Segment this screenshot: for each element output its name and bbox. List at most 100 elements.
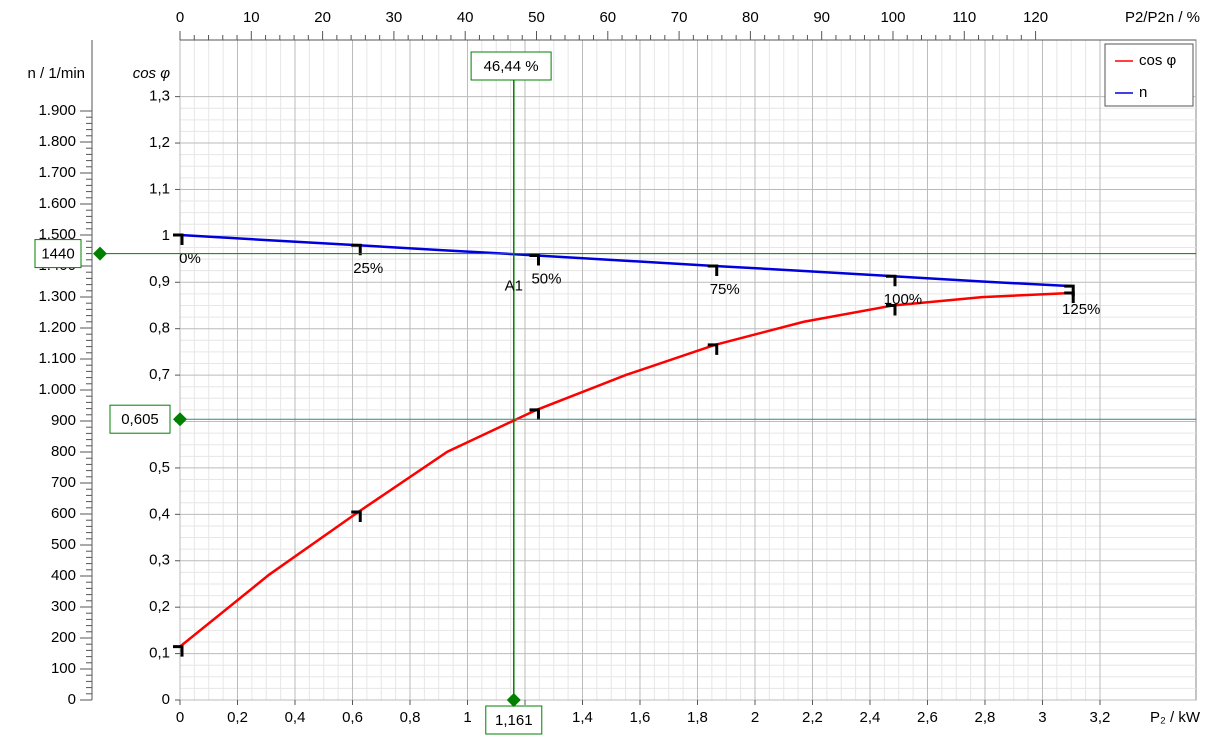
x-tick-label: 2,4 (860, 709, 881, 726)
x2-tick-label: 30 (386, 9, 403, 26)
y2-tick-label: 300 (51, 598, 76, 615)
x2-tick-label: 40 (457, 9, 474, 26)
y2-tick-label: 1.000 (38, 381, 76, 398)
x-tick-label: 0 (176, 709, 184, 726)
y2-tick-label: 600 (51, 505, 76, 522)
x2-tick-label: 0 (176, 9, 184, 26)
x-label: 1,161 (495, 712, 533, 729)
x-tick-label: 0,4 (285, 709, 306, 726)
y2-axis-title: n / 1/min (27, 65, 85, 82)
x-tick-label: 0,6 (342, 709, 363, 726)
y2-tick-label: 800 (51, 443, 76, 460)
series-line (179, 233, 1072, 288)
load-marker (707, 343, 719, 355)
load-marker (173, 645, 184, 657)
y2-tick-label: 1.600 (38, 195, 76, 212)
load-label: 25% (353, 260, 383, 277)
cos-label: 0,605 (121, 411, 159, 428)
legend-label: cos φ (1139, 52, 1177, 69)
x2-axis-title: P2/P2n / % (1125, 9, 1200, 26)
y-tick-label: 0 (162, 691, 170, 708)
x-tick-label: 2,8 (975, 709, 996, 726)
y2-tick-label: 700 (51, 474, 76, 491)
load-marker (529, 408, 540, 420)
x2-tick-label: 10 (243, 9, 260, 26)
y2-tick-label: 1.300 (38, 288, 76, 305)
load-marker (351, 243, 362, 256)
load-marker (351, 510, 362, 523)
n-label: 1440 (41, 246, 74, 263)
y-tick-label: 0,8 (149, 320, 170, 337)
n-box (34, 239, 82, 269)
y2-tick-label: 1.800 (38, 133, 76, 150)
y-axis-title: cos φ (133, 65, 171, 82)
legend-label: n (1139, 84, 1147, 101)
y-tick-label: 0,2 (149, 598, 170, 615)
x2-tick-label: 50 (528, 9, 545, 26)
x-tick-label: 2,6 (917, 709, 938, 726)
y2-tick-label: 200 (51, 629, 76, 646)
percent-label: 46,44 % (484, 58, 539, 75)
x2-tick-label: 120 (1023, 9, 1048, 26)
x2-tick-label: 100 (880, 9, 905, 26)
y2-tick-label: 900 (51, 412, 76, 429)
x-tick-label: 3,2 (1090, 709, 1111, 726)
point-marker (93, 246, 107, 261)
y-tick-label: 1,3 (149, 88, 170, 105)
y-tick-label: 1 (162, 227, 170, 244)
load-marker (173, 233, 184, 245)
y-tick-label: 0,3 (149, 552, 170, 569)
load-marker (885, 274, 897, 287)
point-marker (506, 693, 521, 707)
load-marker (529, 253, 540, 266)
x2-tick-label: 110 (952, 9, 976, 26)
x-axis-title: P₂ / kW (1150, 709, 1201, 726)
y2-tick-label: 1.700 (38, 164, 76, 181)
y2-tick-label: 500 (51, 536, 76, 553)
y-tick-label: 1,1 (149, 180, 170, 197)
load-label: 100% (884, 291, 922, 308)
y2-tick-label: 1.500 (38, 226, 76, 243)
y-tick-label: 1,2 (149, 134, 170, 151)
load-marker (1064, 291, 1075, 303)
plot-area (179, 39, 1197, 701)
legend: cos φ n (1104, 43, 1194, 107)
x2-tick-label: 80 (742, 9, 759, 26)
load-label: 75% (710, 281, 740, 298)
x-tick-label: 1,8 (687, 709, 708, 726)
x-tick-label: 2 (751, 709, 759, 726)
x-tick-label: 2,2 (802, 709, 823, 726)
y-tick-label: 0,5 (149, 459, 170, 476)
series-line (179, 291, 1072, 648)
x-tick-label: 0,2 (227, 709, 248, 726)
x-tick-label: 1 (463, 709, 471, 726)
x-tick-label: 3 (1038, 709, 1046, 726)
percent-box (470, 51, 552, 81)
y-tick-label: 0,4 (149, 505, 170, 522)
cos-box (109, 404, 171, 434)
x-tick-label: 1,4 (572, 709, 593, 726)
y2-tick-label: 400 (51, 567, 76, 584)
x-tick-label: 0,8 (400, 709, 421, 726)
y2-tick-label: 1.900 (38, 102, 76, 119)
y2-tick-label: 0 (68, 691, 76, 708)
y2-tick-label: 100 (51, 660, 76, 677)
point-marker (173, 412, 187, 427)
x2-tick-label: 60 (599, 9, 616, 26)
point-label: A1 (505, 278, 523, 295)
x-tick-label: 1,6 (630, 709, 651, 726)
x2-tick-label: 70 (671, 9, 688, 26)
y2-tick-label: 1.100 (38, 350, 76, 367)
x2-tick-label: 90 (813, 9, 830, 26)
x2-tick-label: 20 (314, 9, 331, 26)
y-tick-label: 0,1 (149, 645, 170, 662)
y-tick-label: 0,9 (149, 273, 170, 290)
y-tick-label: 0,7 (149, 366, 170, 383)
load-label: 50% (531, 270, 561, 287)
load-marker (885, 303, 897, 316)
load-label: 0% (179, 250, 201, 267)
load-label: 125% (1062, 301, 1100, 318)
y2-tick-label: 1.200 (38, 319, 76, 336)
load-marker (707, 264, 719, 276)
